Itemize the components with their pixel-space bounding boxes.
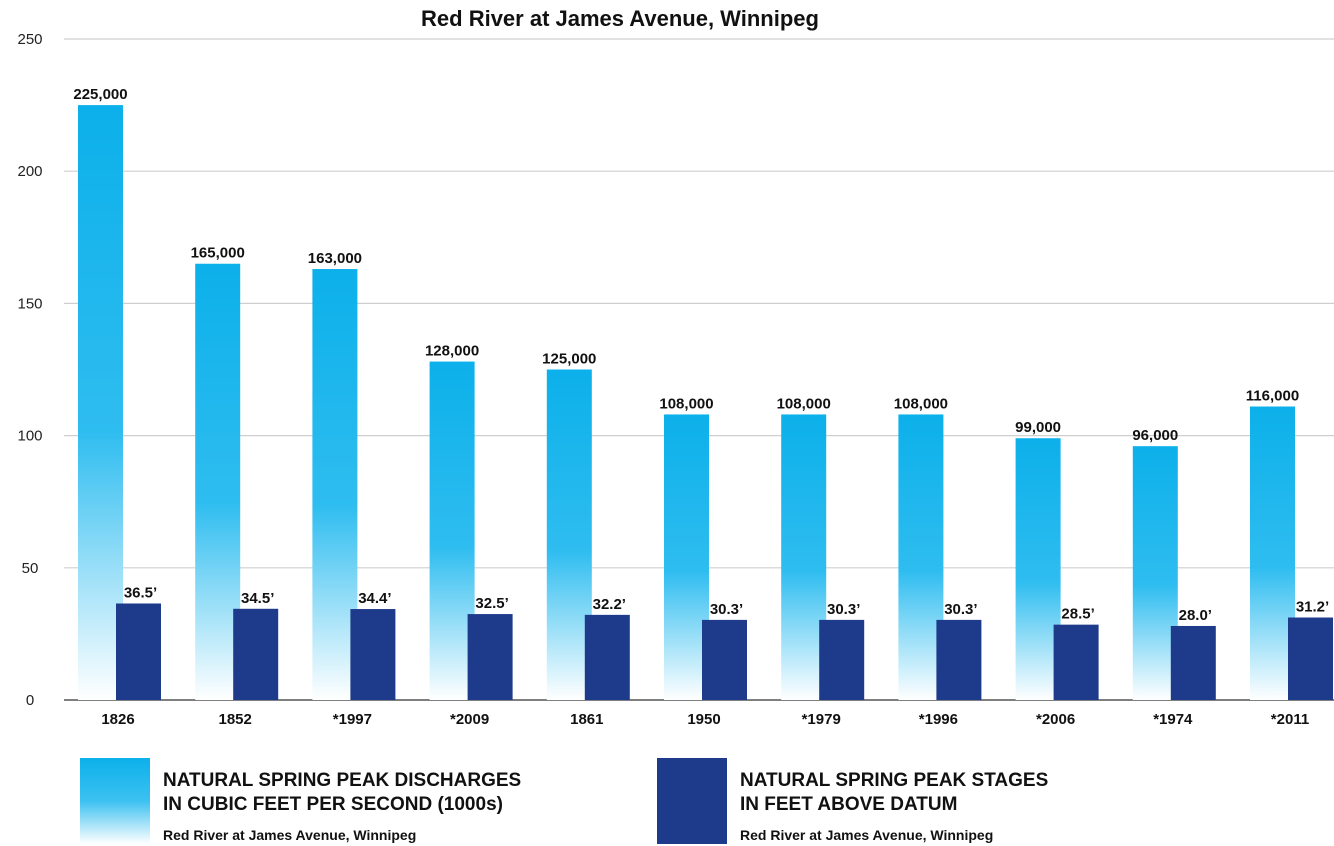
y-tick-label: 250 <box>17 31 42 48</box>
bar-stage <box>819 619 865 700</box>
y-tick-label: 0 <box>26 692 34 709</box>
bar-discharge <box>429 361 475 700</box>
x-category-label: 1861 <box>570 711 603 728</box>
data-labels: 225,000 36.5’ 165,000 34.5’ 163,000 34.4’ 128,… <box>73 86 1329 624</box>
bar-stage <box>467 614 513 700</box>
bar-stage <box>116 603 161 700</box>
legend-stages-subtitle: Red River at James Avenue, Winnipeg <box>740 827 993 843</box>
data-label-stage: 30.3’ <box>944 601 977 618</box>
x-category-label: *1974 <box>1153 711 1193 728</box>
bar-discharge <box>664 414 709 700</box>
bar-discharge <box>1132 446 1178 700</box>
bar-stage <box>1053 624 1099 700</box>
legend-discharges-line-2: IN CUBIC FEET PER SECOND (1000s) <box>163 794 503 815</box>
bar-discharge <box>898 414 944 700</box>
y-tick-label: 50 <box>22 560 39 577</box>
y-tick-label: 150 <box>17 295 42 312</box>
data-label-discharge: 225,000 <box>73 86 127 103</box>
bar-stage <box>1288 617 1333 700</box>
bar-stage <box>350 609 396 700</box>
data-label-discharge: 163,000 <box>308 250 362 267</box>
data-label-discharge: 108,000 <box>894 395 948 412</box>
bar-stage <box>936 619 982 700</box>
x-category-label: *2009 <box>450 711 489 728</box>
bar-discharge <box>312 269 358 700</box>
data-label-stage: 34.5’ <box>241 590 274 607</box>
legend-stages-line-1: NATURAL SPRING PEAK STAGES <box>740 770 1048 791</box>
bar-discharge <box>781 414 827 700</box>
data-label-discharge: 125,000 <box>542 351 596 368</box>
bar-stage <box>233 608 279 700</box>
bars <box>78 105 1333 701</box>
y-axis-ticks: 0 50 100 150 200 250 <box>17 31 42 709</box>
data-label-discharge: 108,000 <box>659 395 713 412</box>
data-label-stage: 31.2’ <box>1296 599 1329 616</box>
bar-discharge <box>195 263 241 700</box>
data-label-stage: 28.5’ <box>1061 606 1094 623</box>
data-label-stage: 30.3’ <box>710 601 743 618</box>
data-label-stage: 32.2’ <box>593 596 626 613</box>
bar-stage <box>584 614 630 700</box>
y-tick-label: 100 <box>17 428 42 445</box>
bar-stage <box>1170 625 1216 700</box>
legend-discharges-line-1: NATURAL SPRING PEAK DISCHARGES <box>163 770 521 791</box>
bar-discharge <box>78 105 123 701</box>
x-category-label: *1979 <box>802 711 841 728</box>
legend-item-discharges: NATURAL SPRING PEAK DISCHARGES IN CUBIC … <box>80 758 521 844</box>
x-category-label: *1996 <box>919 711 958 728</box>
x-category-label: 1852 <box>219 711 252 728</box>
legend: NATURAL SPRING PEAK DISCHARGES IN CUBIC … <box>80 758 1048 844</box>
bar-discharge <box>1250 406 1295 700</box>
x-axis-categories: 1826 1852 *1997 *2009 1861 1950 *1979 *1996 *200… <box>101 711 1309 728</box>
y-tick-label: 200 <box>17 163 42 180</box>
x-category-label: *2006 <box>1036 711 1075 728</box>
legend-swatch-discharges <box>80 758 150 844</box>
data-label-stage: 34.4’ <box>358 590 391 607</box>
legend-swatch-stages <box>657 758 727 844</box>
chart-title: Red River at James Avenue, Winnipeg <box>421 6 819 31</box>
data-label-stage: 28.0’ <box>1179 607 1212 624</box>
x-category-label: *2011 <box>1271 711 1309 728</box>
data-label-discharge: 128,000 <box>425 343 479 360</box>
data-label-discharge: 99,000 <box>1015 419 1061 436</box>
bar-stage <box>702 619 747 700</box>
bar-discharge <box>546 369 592 700</box>
x-category-label: 1950 <box>687 711 720 728</box>
data-label-discharge: 108,000 <box>777 395 831 412</box>
x-category-label: 1826 <box>101 711 134 728</box>
data-label-discharge: 116,000 <box>1246 388 1299 405</box>
legend-discharges-subtitle: Red River at James Avenue, Winnipeg <box>163 827 416 843</box>
legend-stages-line-2: IN FEET ABOVE DATUM <box>740 794 957 815</box>
legend-item-stages: NATURAL SPRING PEAK STAGES IN FEET ABOVE… <box>657 758 1048 844</box>
bar-discharge <box>1015 438 1061 700</box>
data-label-discharge: 165,000 <box>191 245 245 262</box>
data-label-discharge: 96,000 <box>1132 427 1178 444</box>
data-label-stage: 30.3’ <box>827 601 860 618</box>
x-category-label: *1997 <box>333 711 372 728</box>
data-label-stage: 32.5’ <box>475 595 508 612</box>
data-label-stage: 36.5’ <box>124 584 157 601</box>
